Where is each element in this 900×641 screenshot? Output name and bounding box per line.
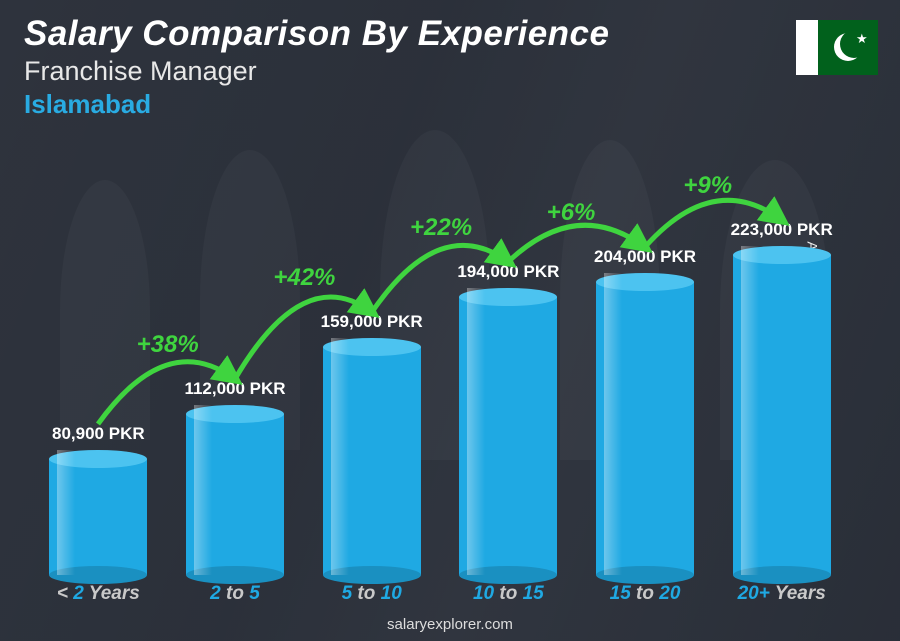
bar-value-label: 112,000 PKR	[184, 379, 285, 399]
increase-pct-3: +6%	[547, 199, 596, 227]
bar-value-label: 80,900 PKR	[52, 424, 145, 444]
bar-5: 223,000 PKR	[713, 220, 850, 575]
x-label-4: 15 to 20	[577, 583, 714, 605]
page-subtitle: Franchise Manager	[24, 56, 609, 87]
x-label-5: 20+ Years	[713, 583, 850, 605]
bar-value-label: 204,000 PKR	[594, 247, 696, 267]
pakistan-flag-icon: ★	[796, 20, 878, 75]
increase-pct-0: +38%	[137, 331, 199, 359]
bar-value-label: 194,000 PKR	[457, 262, 559, 282]
increase-pct-1: +42%	[273, 264, 335, 292]
footer-attribution: salaryexplorer.com	[0, 616, 900, 633]
increase-pct-2: +22%	[410, 214, 472, 242]
page-title: Salary Comparison By Experience	[24, 14, 609, 54]
x-label-2: 5 to 10	[303, 583, 440, 605]
bar-4: 204,000 PKR	[577, 247, 714, 575]
header: Salary Comparison By Experience Franchis…	[24, 14, 609, 120]
x-axis: < 2 Years2 to 55 to 1010 to 1515 to 2020…	[30, 583, 850, 605]
x-label-3: 10 to 15	[440, 583, 577, 605]
bar-3: 194,000 PKR	[440, 262, 577, 575]
bar-2: 159,000 PKR	[303, 312, 440, 575]
x-label-0: < 2 Years	[30, 583, 167, 605]
increase-pct-4: +9%	[683, 172, 732, 200]
bar-value-label: 223,000 PKR	[731, 220, 833, 240]
bar-1: 112,000 PKR	[167, 379, 304, 575]
salary-bar-chart: 80,900 PKR 112,000 PKR 159,000 PKR 194,000 …	[30, 160, 850, 575]
x-label-1: 2 to 5	[167, 583, 304, 605]
bar-0: 80,900 PKR	[30, 424, 167, 575]
bar-value-label: 159,000 PKR	[321, 312, 423, 332]
city-label: Islamabad	[24, 89, 609, 120]
